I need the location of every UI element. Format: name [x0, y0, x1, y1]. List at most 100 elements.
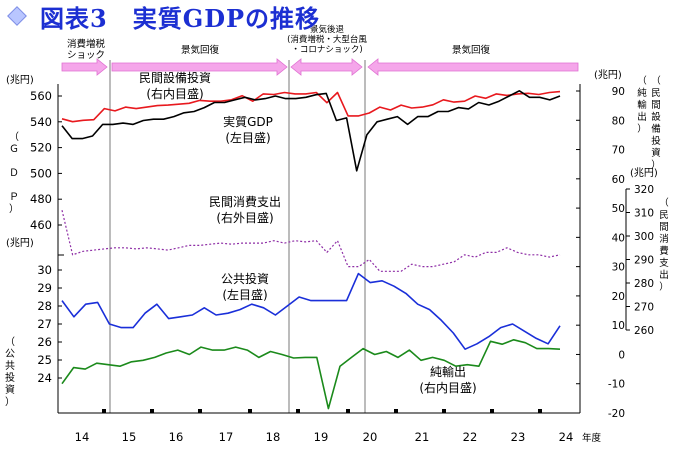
public-axis-title-0: （ — [5, 336, 15, 348]
right-inner-tick-20: 20 — [612, 291, 625, 303]
right-inner-tick-60: 60 — [612, 174, 625, 186]
gdp-tick-540: 540 — [30, 115, 52, 129]
public-tick-30: 30 — [37, 263, 52, 277]
consump-tick-270: 270 — [634, 302, 654, 314]
right-inner-unit: (兆円) — [594, 69, 622, 81]
x-tick-label-15: 15 — [122, 430, 137, 444]
x-year-boundary-mark-5 — [346, 409, 350, 413]
phase-arrow-1 — [111, 58, 288, 76]
gdp-axis-title-1: Ｇ — [9, 144, 19, 155]
gdp-axis-title-0: （ — [9, 131, 19, 143]
gdp-axis-title-6: ） — [9, 203, 19, 215]
consump-axis-title-7: ） — [659, 281, 669, 293]
right-inner-tick--10: -10 — [608, 379, 625, 391]
public-tick-27: 27 — [37, 317, 52, 331]
gdp-axis-title-5: Ｐ — [9, 192, 19, 203]
phase-label-2-line-0: 景気後退 — [310, 24, 345, 35]
gdp-tick-460: 460 — [30, 218, 52, 232]
series-line-0 — [61, 90, 561, 123]
title-bar: 図表3 実質GDPの推移 — [6, 2, 320, 33]
gdp-tick-480: 480 — [30, 192, 52, 206]
gdp-axis-title-3: Ｄ — [9, 168, 19, 179]
x-tick-label-19: 19 — [314, 430, 329, 444]
right-inner-tick-80: 80 — [612, 115, 625, 127]
x-year-boundary-mark-0 — [102, 409, 106, 413]
right-inner-axis-title-capex-2: 間 — [651, 100, 661, 111]
right-inner-tick-50: 50 — [612, 203, 625, 215]
x-tick-label-17: 17 — [219, 430, 234, 444]
page-title: 図表3 実質GDPの推移 — [40, 3, 321, 33]
series-label-2-line-1: (右外目盛) — [216, 210, 273, 225]
series-label-3-line-1: (左目盛) — [222, 287, 267, 302]
x-year-boundary-mark-7 — [442, 409, 446, 413]
x-tick-label-20: 20 — [363, 430, 378, 444]
series-label-3-line-0: 公共投資 — [221, 271, 269, 286]
right-inner-axis-title-capex-4: 備 — [651, 123, 661, 135]
phase-arrows — [61, 58, 579, 76]
gdp-unit: (兆円) — [6, 74, 34, 86]
series-label-0-line-1: (右内目盛) — [146, 86, 203, 101]
public-tick-28: 28 — [37, 299, 52, 313]
series-label-1-line-1: (左目盛) — [225, 130, 270, 145]
x-tick-label-21: 21 — [415, 430, 430, 444]
right-inner-tick-10: 10 — [612, 320, 625, 332]
phase-arrow-3 — [367, 58, 579, 76]
right-inner-axis-title-capex-3: 設 — [651, 111, 661, 123]
phase-label-2-line-1: (消費増税・大型台風 — [287, 34, 367, 45]
x-tick-label-22: 22 — [463, 430, 478, 444]
phase-label-2-line-2: ・コロナショック) — [291, 45, 362, 55]
public-unit: (兆円) — [6, 237, 34, 249]
consump-axis-title-0: （ — [659, 197, 669, 209]
series-lines — [61, 90, 561, 410]
phase-label-0-line-1: ショック — [67, 50, 105, 61]
x-year-boundary-mark-1 — [150, 409, 154, 413]
consump-unit: (兆円) — [630, 167, 658, 179]
consump-axis-title-4: 費 — [659, 245, 669, 257]
right-inner-axis-title-netexports-4: ） — [637, 123, 647, 135]
right-inner-axis-title-capex-5: 投 — [651, 135, 661, 147]
right-inner-axis-title-netexports-3: 出 — [637, 111, 647, 123]
phase-arrow-2 — [290, 58, 363, 76]
consump-axis-title-5: 支 — [659, 257, 669, 269]
consump-tick-310: 310 — [634, 208, 654, 220]
right-inner-tick-30: 30 — [612, 262, 625, 274]
consump-tick-260: 260 — [634, 325, 654, 337]
gdp-tick-520: 520 — [30, 141, 52, 155]
series-line-2 — [61, 210, 561, 272]
diamond-bullet-icon — [7, 6, 27, 26]
right-inner-axis-title-capex-7: ） — [651, 159, 661, 171]
x-year-boundary-mark-6 — [394, 409, 398, 413]
right-inner-tick-40: 40 — [612, 232, 625, 244]
x-tick-label-14: 14 — [75, 430, 90, 444]
public-axis-title-4: 資 — [5, 384, 15, 396]
consump-tick-280: 280 — [634, 278, 654, 290]
x-year-boundary-mark-9 — [538, 409, 542, 413]
series-labels: 民間設備投資(右内目盛)実質GDP(左目盛)民間消費支出(右外目盛)公共投資(左… — [139, 70, 477, 395]
series-label-0-line-0: 民間設備投資 — [139, 70, 211, 85]
consump-axis-title-1: 民 — [659, 210, 669, 221]
x-year-boundary-mark-8 — [490, 409, 494, 413]
public-tick-25: 25 — [37, 353, 52, 367]
right-inner-tick-0: 0 — [618, 349, 625, 361]
consump-tick-300: 300 — [634, 231, 654, 243]
series-label-1-line-0: 実質GDP — [223, 114, 273, 129]
period-dividers — [109, 60, 366, 413]
consump-tick-320: 320 — [634, 184, 654, 196]
gdp-tick-500: 500 — [30, 166, 52, 180]
right-inner-axis-title-netexports-1: 純 — [637, 87, 647, 99]
public-tick-24: 24 — [37, 371, 52, 385]
x-tick-label-24: 24 — [559, 430, 574, 444]
right-inner-axis-title-capex-6: 資 — [651, 147, 661, 159]
x-axis-title: 年度 — [582, 432, 602, 444]
right-inner-tick-90: 90 — [612, 86, 625, 98]
public-tick-29: 29 — [37, 281, 52, 295]
series-line-3 — [61, 272, 561, 350]
public-tick-26: 26 — [37, 335, 52, 349]
x-year-boundary-mark-2 — [198, 409, 202, 413]
public-axis-title-2: 共 — [5, 360, 15, 372]
x-year-boundary-mark-4 — [296, 409, 300, 413]
public-axis-title-1: 公 — [5, 349, 15, 360]
public-axis-title-3: 投 — [5, 371, 15, 384]
consump-tick-290: 290 — [634, 255, 654, 267]
